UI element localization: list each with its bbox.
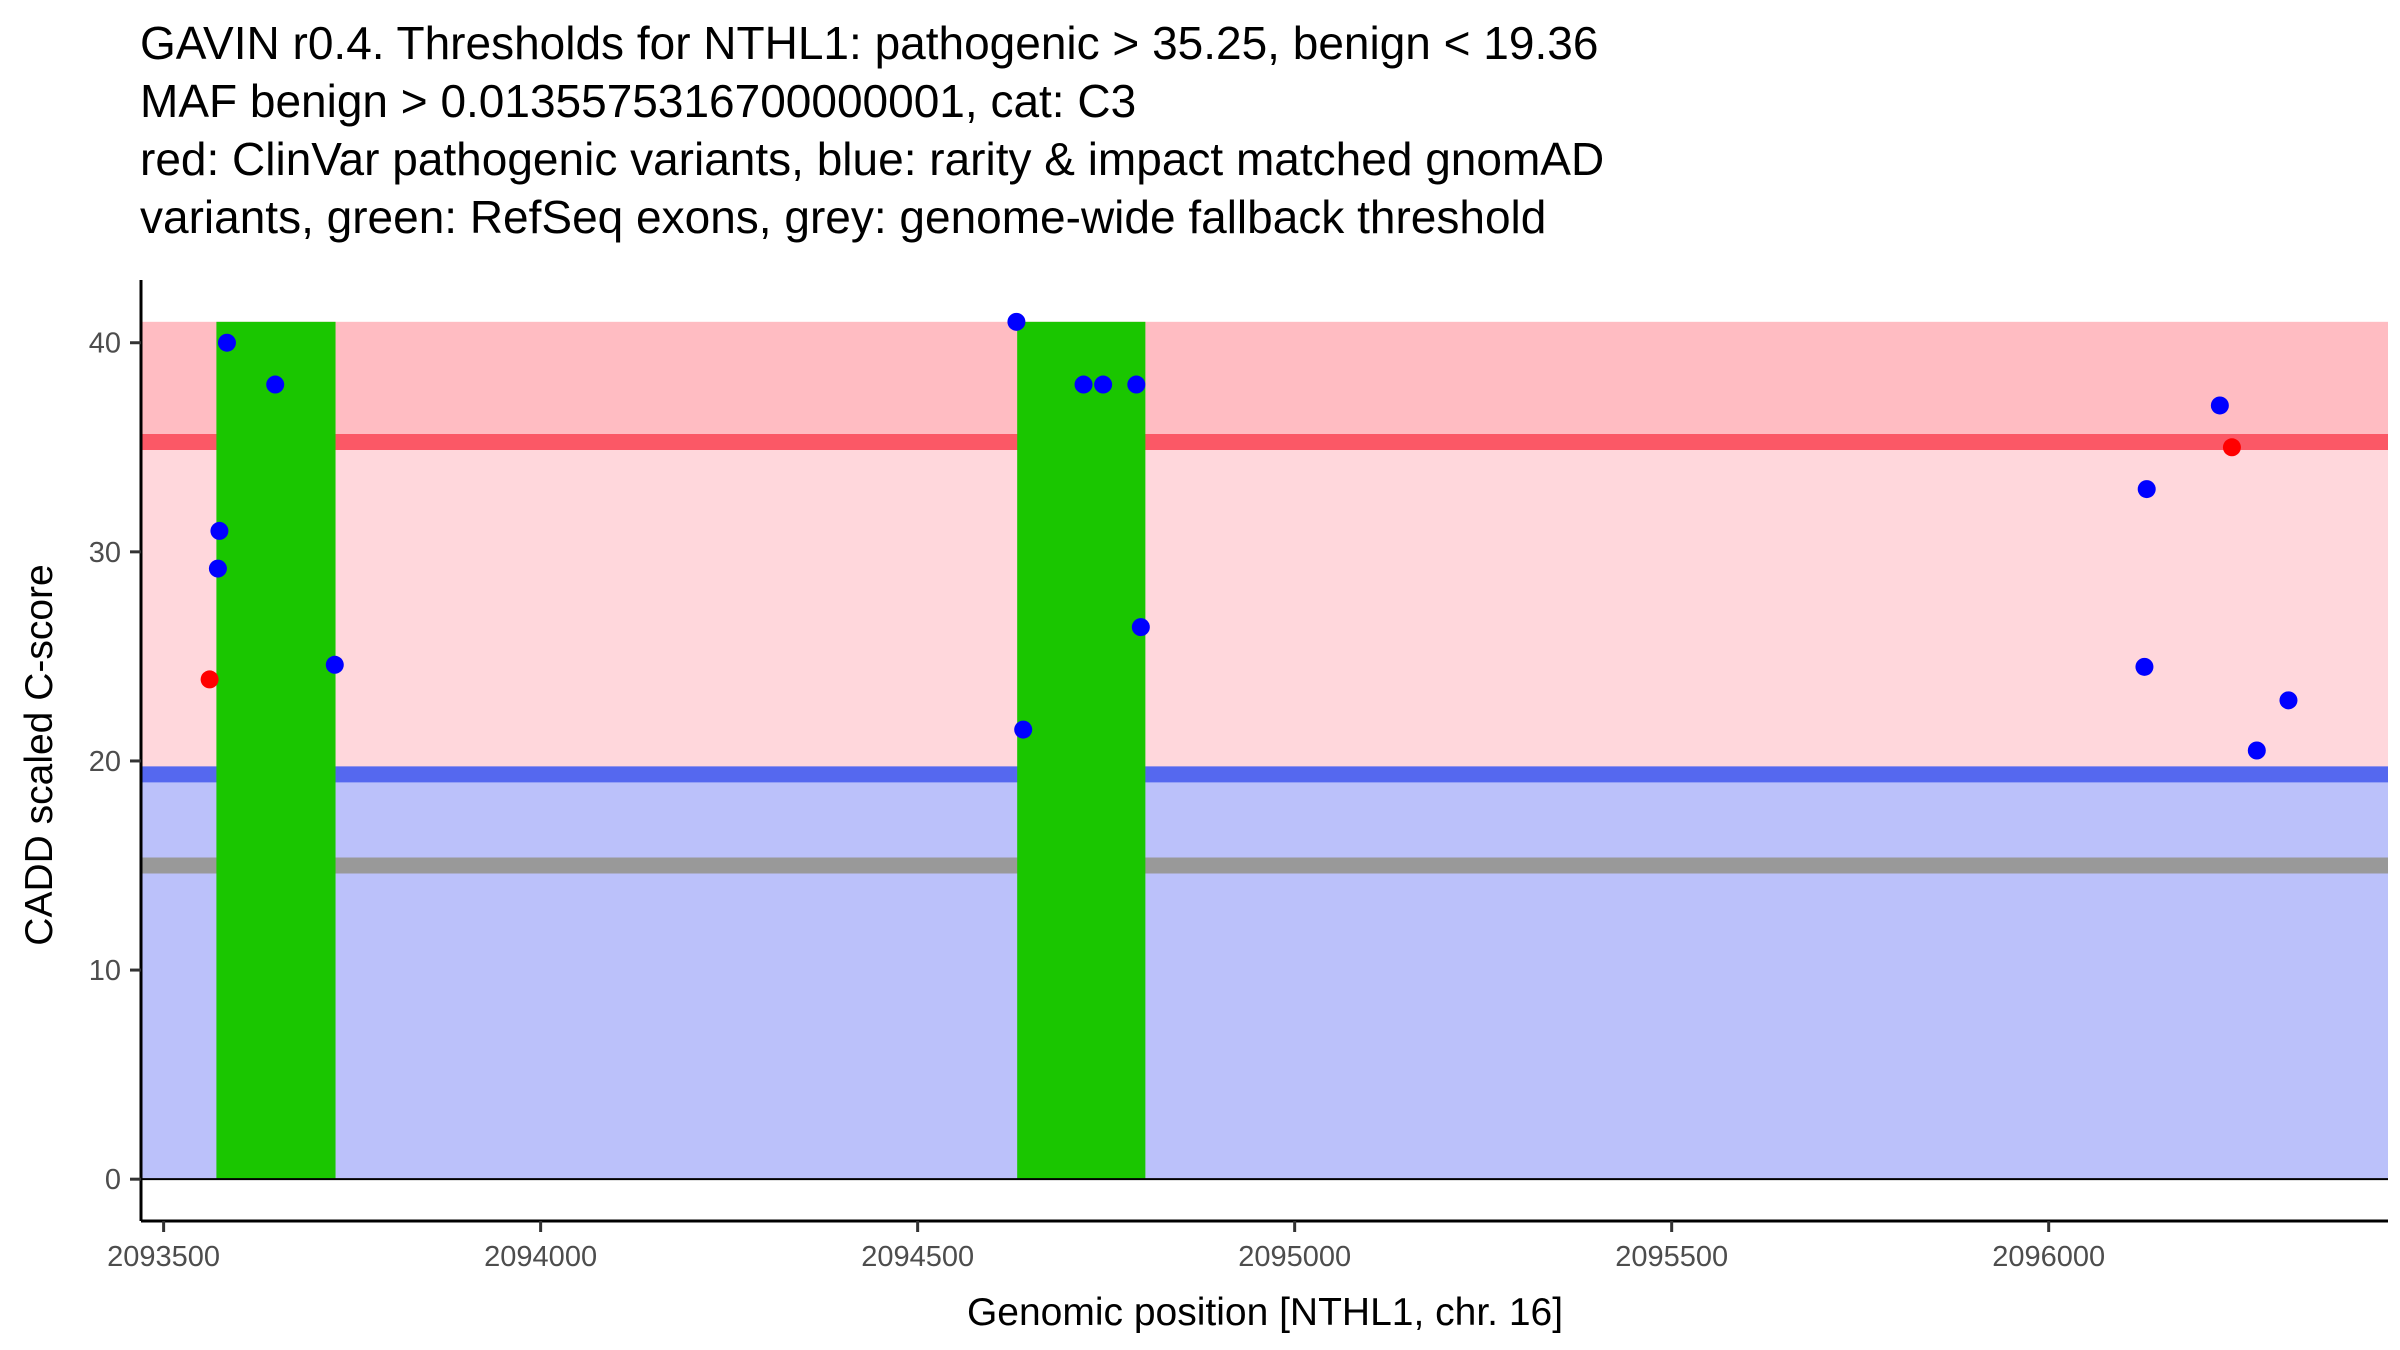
data-point-2-2 bbox=[266, 375, 285, 394]
data-point-2-14 bbox=[2135, 657, 2154, 676]
y-tick-label: 10 bbox=[89, 955, 121, 987]
title-line-3: red: ClinVar pathogenic variants, blue: … bbox=[140, 133, 1605, 185]
exon-bar-1 bbox=[216, 321, 336, 1180]
title-line-2: MAF benign > 0.0135575316700000001, cat:… bbox=[140, 75, 1137, 127]
exon-bar-2 bbox=[1017, 321, 1146, 1180]
variant-points bbox=[200, 312, 2298, 760]
chart-title: GAVIN r0.4. Thresholds for NTHL1: pathog… bbox=[140, 14, 2360, 246]
exon-bars bbox=[216, 321, 1146, 1180]
y-tick-label: 30 bbox=[89, 537, 121, 569]
data-point-2-4 bbox=[208, 559, 227, 578]
data-point-2-3 bbox=[210, 521, 229, 540]
data-point-1-1 bbox=[200, 670, 219, 689]
data-point-2-11 bbox=[1014, 720, 1033, 739]
data-point-2-12 bbox=[2210, 396, 2229, 415]
x-tick-label: 2094500 bbox=[861, 1241, 974, 1273]
data-point-2-10 bbox=[1131, 618, 1150, 637]
title-line-1: GAVIN r0.4. Thresholds for NTHL1: pathog… bbox=[140, 17, 1599, 69]
data-point-2-9 bbox=[1127, 375, 1146, 394]
data-point-2-15 bbox=[2247, 741, 2266, 760]
pathogenic-zone bbox=[141, 321, 2388, 443]
y-tick-label: 40 bbox=[89, 328, 121, 360]
x-tick-label: 2096000 bbox=[1992, 1241, 2105, 1273]
data-point-2-7 bbox=[1074, 375, 1093, 394]
title-line-4: variants, green: RefSeq exons, grey: gen… bbox=[140, 191, 1547, 243]
data-point-2-16 bbox=[2279, 691, 2298, 710]
y-axis-title: CADD scaled C-score bbox=[18, 564, 61, 945]
data-point-2-1 bbox=[217, 333, 236, 352]
x-tick-label: 2095000 bbox=[1238, 1241, 1351, 1273]
x-axis-title: Genomic position [NTHL1, chr. 16] bbox=[967, 1291, 1563, 1334]
zone-regions bbox=[141, 321, 2388, 1180]
data-point-2-5 bbox=[325, 655, 344, 674]
uncertain-zone bbox=[141, 442, 2388, 775]
axes: 2093500 2094000 2094500 2095000 2095500 20960… bbox=[89, 280, 2388, 1273]
y-tick-label: 0 bbox=[105, 1164, 121, 1196]
benign-zone bbox=[141, 774, 2388, 1180]
threshold-lines bbox=[141, 434, 2388, 874]
data-point-2-6 bbox=[1007, 312, 1026, 331]
x-tick-label: 2093500 bbox=[107, 1241, 220, 1273]
data-point-1-2 bbox=[2222, 438, 2241, 457]
x-tick-label: 2095500 bbox=[1615, 1241, 1728, 1273]
y-tick-label: 20 bbox=[89, 746, 121, 778]
data-point-2-13 bbox=[2137, 480, 2156, 499]
data-point-2-8 bbox=[1094, 375, 1113, 394]
x-tick-label: 2094000 bbox=[484, 1241, 597, 1273]
